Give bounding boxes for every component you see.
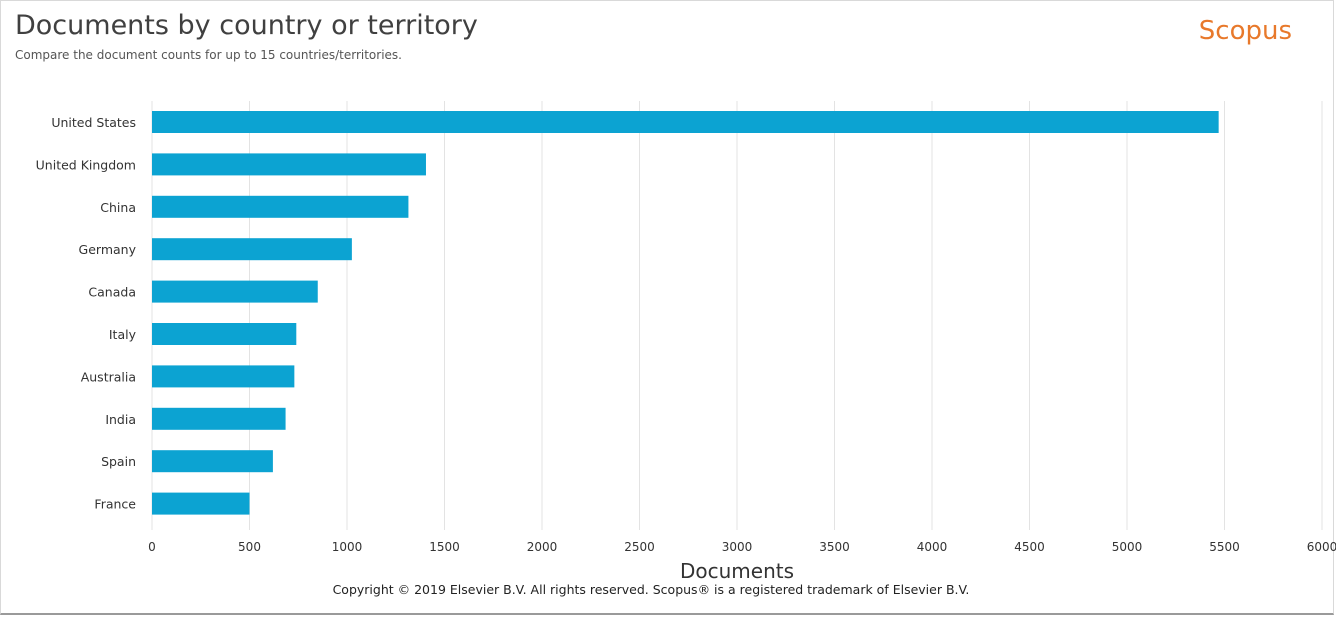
x-tick-label: 2000 (527, 540, 558, 554)
bar-canada[interactable] (152, 280, 318, 303)
category-label: Canada (88, 285, 136, 300)
bar-india[interactable] (152, 407, 286, 430)
scopus-logo[interactable]: Scopus (1198, 16, 1292, 46)
x-tick-label: 0 (148, 540, 156, 554)
x-tick-label: 4000 (917, 540, 948, 554)
category-label: United Kingdom (36, 157, 136, 172)
bar-spain[interactable] (152, 450, 273, 473)
x-tick-label: 5500 (1209, 540, 1240, 554)
x-tick-label: 3500 (819, 540, 850, 554)
x-tick-label: 500 (238, 540, 261, 554)
bars (152, 111, 1219, 515)
x-tick-label: 2500 (624, 540, 655, 554)
copyright-notice: Copyright © 2019 Elsevier B.V. All right… (332, 582, 970, 597)
x-axis-title: Documents (680, 559, 794, 583)
category-labels: United States United Kingdom China Germany C… (36, 115, 137, 512)
bar-united-kingdom[interactable] (152, 153, 426, 176)
x-tick-label: 4500 (1014, 540, 1045, 554)
x-tick-labels: 0 500 1000 1500 2000 2500 3000 3500 4000 4500 5000… (148, 540, 1336, 554)
bar-italy[interactable] (152, 323, 297, 345)
category-label: India (105, 412, 136, 427)
category-label: France (94, 497, 136, 512)
x-tick-label: 1000 (332, 540, 363, 554)
category-label: United States (51, 115, 136, 130)
x-tick-label: 3000 (722, 540, 753, 554)
category-label: Germany (79, 242, 137, 257)
category-label: Australia (81, 369, 136, 384)
bar-united-states[interactable] (152, 111, 1219, 133)
chart-subtitle: Compare the document counts for up to 15… (15, 48, 402, 62)
category-label: China (100, 200, 136, 215)
bar-france[interactable] (152, 492, 250, 515)
bar-australia[interactable] (152, 365, 295, 388)
bar-germany[interactable] (152, 238, 352, 261)
x-tick-label: 5000 (1112, 540, 1143, 554)
chart-title: Documents by country or territory (15, 10, 478, 41)
x-tick-label: 1500 (429, 540, 460, 554)
category-label: Spain (101, 454, 136, 469)
x-tick-label: 6000 (1307, 540, 1336, 554)
bar-china[interactable] (152, 195, 409, 218)
category-label: Italy (109, 327, 137, 342)
